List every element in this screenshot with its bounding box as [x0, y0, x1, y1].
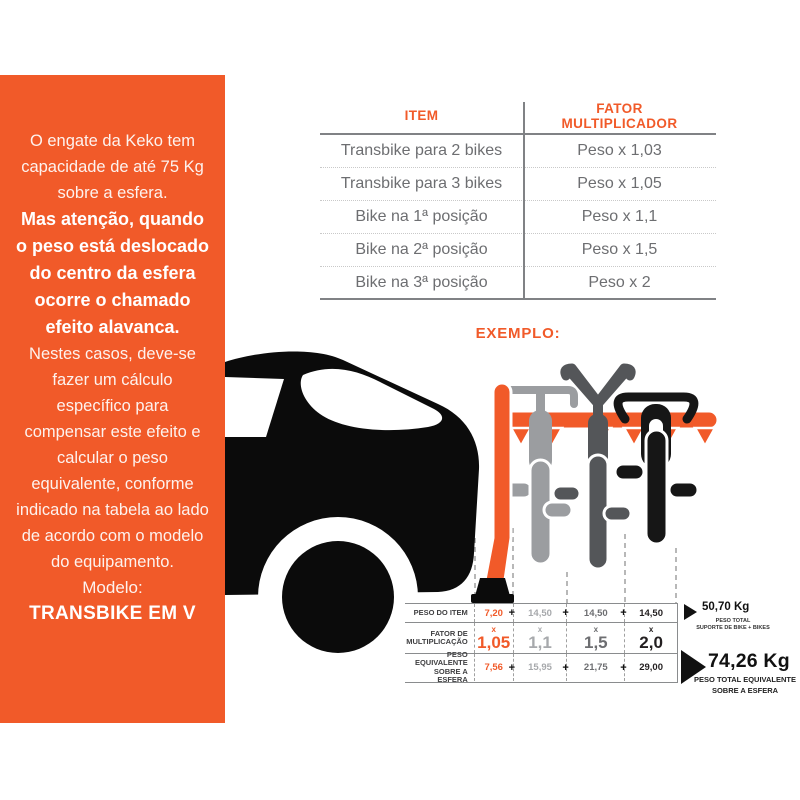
row-item: Bike na 3ª posição [355, 273, 488, 291]
warning-text: Mas atenção, quando o peso está deslocad… [15, 209, 210, 337]
row-factor: Peso x 1,03 [577, 142, 662, 159]
car-side-window [225, 377, 284, 437]
total-bikes-label-2: SUPORTE DE BIKE + BIKES [696, 625, 770, 631]
plus-sign: + [562, 661, 569, 674]
bike-2-headtube [588, 414, 608, 466]
plus-sign: + [620, 607, 627, 619]
bike-2-pedal-right [602, 504, 633, 523]
row-item: Bike na 2ª posição [355, 241, 488, 258]
table-row: Bike na 3ª posição Peso x 2 [320, 267, 716, 300]
calc-row-peso: PESO DO ITEM 7,20 + 14,50 + 14,50 + 14,5… [405, 604, 677, 623]
plus-sign: + [562, 607, 569, 619]
header-factor-line2: MULTIPLICADOR [561, 115, 678, 131]
table-row: Transbike para 3 bikes Peso x 1,05 [320, 168, 716, 201]
calc-label-peso: PESO DO ITEM [413, 607, 468, 617]
intro-text: O engate da Keko tem capacidade de até 7… [21, 132, 204, 202]
equiv-value-3: 21,75 [583, 662, 608, 673]
plus-sign: + [620, 661, 627, 674]
row-factor: Peso x 1,05 [577, 175, 662, 192]
factor-table: ITEM FATOR MULTIPLICADOR Transbike para … [320, 98, 716, 300]
arrow-right-icon [681, 650, 706, 684]
bike-3-wheel [644, 428, 669, 546]
bike-3-handlebar [613, 392, 699, 424]
bike-3-pedal-right [667, 480, 700, 500]
plus-sign: + [508, 607, 516, 619]
equiv-value-2: 15,95 [528, 662, 552, 673]
model-name: TRANSBIKE EM V [29, 603, 196, 624]
calc-label-equiv: PESO EQUIVALENTE SOBRE A ESFERA [414, 649, 468, 684]
table-row: Bike na 2ª posição Peso x 1,5 [320, 234, 716, 267]
table-row: Bike na 1ª posição Peso x 1,1 [320, 201, 716, 234]
fator-value-4: 2,0 [639, 633, 663, 652]
equiv-value-1: 7,56 [484, 662, 503, 673]
row-factor: Peso x 1,1 [581, 208, 658, 225]
row-item: Transbike para 3 bikes [340, 175, 503, 192]
peso-value-4: 14,50 [639, 607, 663, 619]
bike-1-pedal-right [542, 500, 574, 520]
note-text: Nestes casos, deve-se fazer um cálculo e… [16, 345, 209, 571]
example-heading: EXEMPLO: [475, 325, 561, 342]
table-column-divider [523, 102, 525, 298]
car-rear-window [300, 368, 443, 431]
header-item: ITEM [404, 108, 439, 123]
factor-table-header: ITEM FATOR MULTIPLICADOR [320, 98, 716, 135]
total-equivalent-label-2: SOBRE A ESFERA [711, 686, 779, 695]
calc-table: PESO DO ITEM 7,20 + 14,50 + 14,50 + 14,5… [405, 603, 678, 684]
plus-sign: + [508, 661, 516, 674]
calc-row-fator: FATOR DE MULTIPLICAÇÃO x 1,05 x 1,1 x 1,… [405, 623, 677, 654]
row-factor: Peso x 2 [588, 273, 651, 291]
header-factor: FATOR MULTIPLICADOR [523, 98, 716, 133]
table-row: Transbike para 2 bikes Peso x 1,03 [320, 135, 716, 168]
car-wheel [282, 541, 394, 653]
bike-3 [613, 392, 700, 546]
calc-label-fator: FATOR DE MULTIPLICAÇÃO [406, 628, 468, 646]
total-bikes-value: 50,70 Kg [702, 601, 750, 613]
dashed-guide-lines [474, 528, 677, 603]
info-panel: O engate da Keko tem capacidade de até 7… [0, 75, 225, 723]
peso-value-2: 14,50 [528, 607, 552, 619]
rack-post [483, 381, 513, 582]
bike-1-headtube [529, 410, 552, 472]
peso-value-3: 14,50 [583, 607, 608, 619]
bike-2 [551, 363, 636, 571]
total-bikes-label-1: PESO TOTAL [715, 618, 751, 624]
fator-value-2: 1,1 [528, 633, 552, 652]
model-label: Modelo: [82, 578, 143, 597]
header-factor-line1: FATOR [596, 100, 643, 116]
row-item: Bike na 1ª posição [355, 208, 488, 225]
fator-value-1: 1,05 [477, 633, 511, 652]
total-equivalent-label-1: PESO TOTAL EQUIVALENTE [694, 675, 796, 684]
row-factor: Peso x 1,5 [581, 241, 658, 258]
fator-value-3: 1,5 [583, 633, 608, 652]
total-equivalent-value: 74,26 Kg [708, 650, 790, 672]
arrow-right-icon [684, 604, 697, 620]
bike-3-pedal-left [613, 462, 646, 482]
peso-value-1: 7,20 [484, 607, 503, 619]
row-item: Transbike para 2 bikes [340, 142, 503, 159]
hitch-ball [471, 578, 514, 603]
car-silhouette [225, 351, 480, 677]
bike-2-pedal-left [551, 484, 582, 503]
calc-row-equiv: PESO EQUIVALENTE SOBRE A ESFERA 7,56 + 1… [405, 649, 677, 684]
equiv-value-4: 29,00 [639, 662, 663, 673]
